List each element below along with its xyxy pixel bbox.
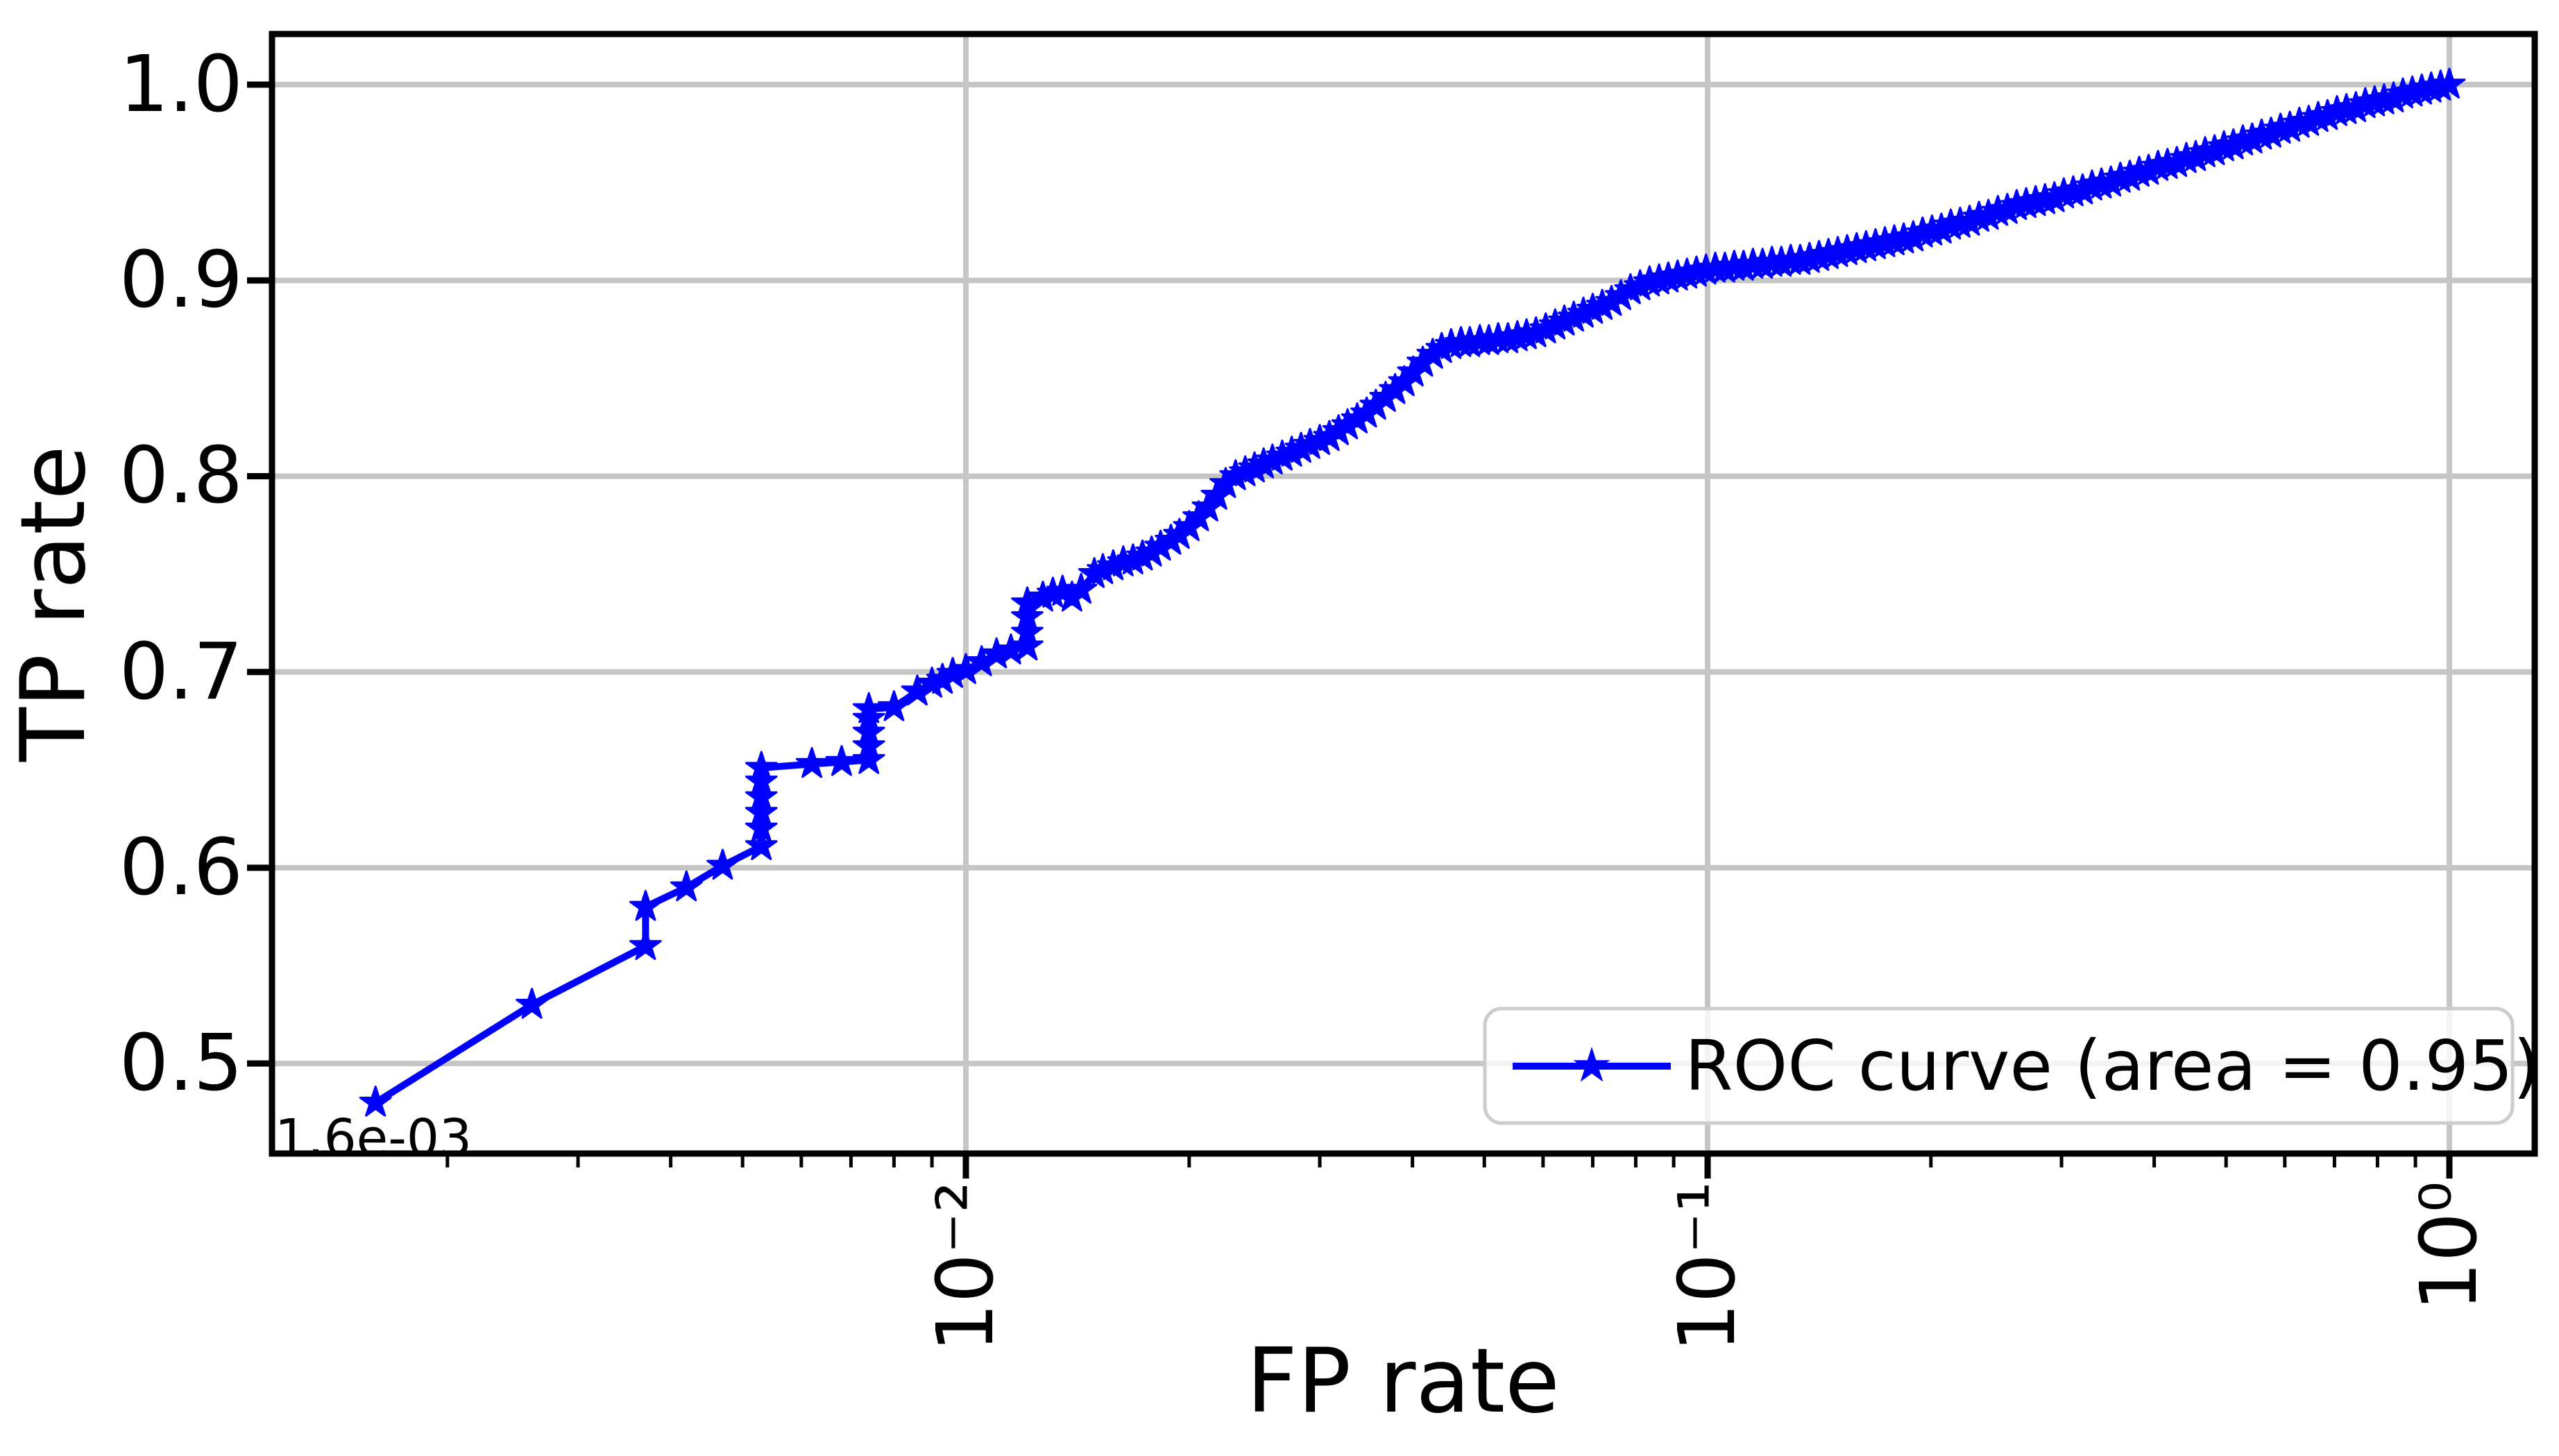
legend-box <box>1483 1007 2515 1125</box>
threshold-annotation: 1.6e-03 <box>275 1108 473 1168</box>
legend-label: ROC curve (area = 0.95) <box>1685 1025 2540 1106</box>
y-tick-label: 0.7 <box>119 626 243 717</box>
roc-curve-star-markers <box>359 67 2466 1117</box>
x-tick-label: 10⁰ <box>2404 1181 2494 1312</box>
axes-spines <box>269 31 2538 1157</box>
roc-curve-line <box>372 81 2453 1106</box>
legend-star-icon <box>1573 1047 1610 1082</box>
y-tick-label: 0.8 <box>119 431 243 522</box>
y-tick-label: 1.0 <box>119 40 243 130</box>
x-axis-title: FP rate <box>1246 1330 1560 1433</box>
y-tick-label: 0.5 <box>119 1018 243 1109</box>
x-tick-label: 10⁻¹ <box>1663 1181 1753 1353</box>
x-tick-label: 10⁻² <box>921 1181 1011 1353</box>
y-tick-label: 0.6 <box>119 822 243 913</box>
y-tick-label: 0.9 <box>119 235 243 326</box>
